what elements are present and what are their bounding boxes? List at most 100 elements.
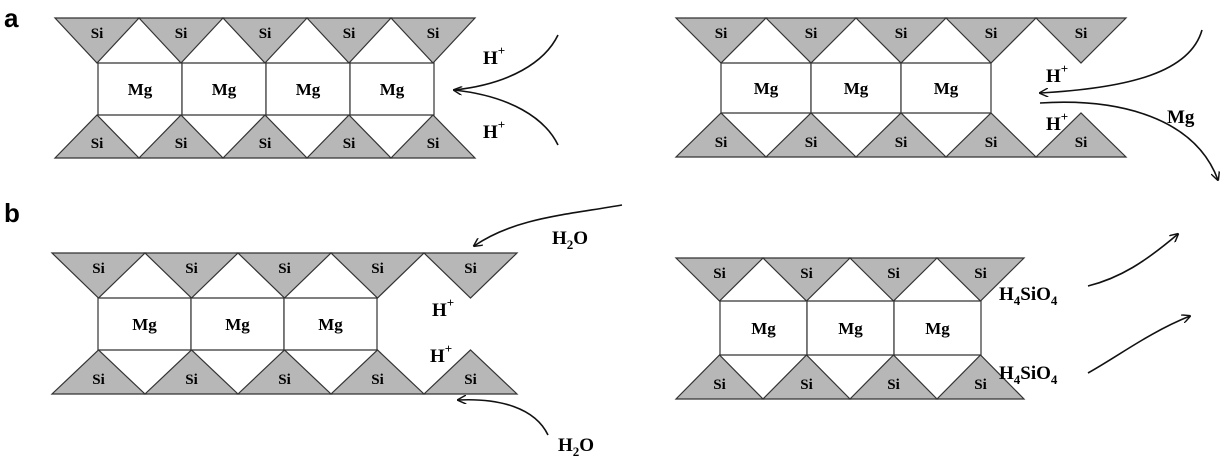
mg-label: Mg xyxy=(754,79,779,98)
mg-label: Mg xyxy=(838,319,863,338)
si-tetrahedron xyxy=(944,112,1038,158)
mg-octahedron xyxy=(349,62,435,116)
si-tetrahedron xyxy=(761,354,852,400)
si-label: Si xyxy=(91,136,104,152)
mg-octahedron xyxy=(283,297,378,351)
si-label: Si xyxy=(715,135,728,151)
si-label: Si xyxy=(343,136,356,152)
si-label: Si xyxy=(92,372,105,388)
proton-label: H+ xyxy=(432,295,454,321)
si-tetrahedron xyxy=(305,17,393,64)
si-label: Si xyxy=(259,136,272,152)
si-tetrahedron xyxy=(50,349,147,395)
mg-label: Mg xyxy=(225,315,250,334)
water-attack-arrow-lower xyxy=(458,400,549,436)
mg-label: Mg xyxy=(925,319,950,338)
mg-label: Mg xyxy=(128,80,153,99)
mg-octahedron xyxy=(893,300,982,356)
si-tetrahedron xyxy=(236,349,333,395)
si-label: Si xyxy=(185,372,198,388)
si-tetrahedron xyxy=(53,114,141,159)
si-tetrahedron xyxy=(761,257,852,302)
proton-label: H+ xyxy=(483,117,505,143)
si-label: Si xyxy=(175,136,188,152)
si-label: Si xyxy=(92,261,105,277)
si-label: Si xyxy=(371,261,384,277)
si-label: Si xyxy=(974,266,987,282)
proton-label: H+ xyxy=(430,341,452,367)
silicic-acid-release-arrow-lower xyxy=(1087,316,1190,374)
si-label: Si xyxy=(974,377,987,393)
si-tetrahedron xyxy=(848,354,939,400)
si-label: Si xyxy=(887,266,900,282)
mg-label: Mg xyxy=(934,79,959,98)
si-label: Si xyxy=(1075,135,1088,151)
mg-label: Mg xyxy=(318,315,343,334)
si-label: Si xyxy=(185,261,198,277)
si-label: Si xyxy=(278,372,291,388)
silicic-acid-label: H4SiO4 xyxy=(999,363,1058,387)
water-attack-arrow-upper xyxy=(474,204,623,246)
si-tetrahedron xyxy=(674,257,765,302)
si-label: Si xyxy=(713,377,726,393)
released-mg-label: Mg xyxy=(1167,107,1195,128)
water-label: H2O xyxy=(558,435,594,459)
proton-entry-arrow xyxy=(1040,29,1203,93)
si-label: Si xyxy=(464,372,477,388)
water-label: H2O xyxy=(552,228,588,252)
mg-label: Mg xyxy=(296,80,321,99)
si-tetrahedron xyxy=(329,349,426,395)
proton-attack-arrow-upper xyxy=(453,34,559,91)
si-tetrahedron xyxy=(236,252,333,299)
si-tetrahedron xyxy=(389,17,477,64)
si-tetrahedron xyxy=(764,112,858,158)
mg-label: Mg xyxy=(380,80,405,99)
proton-attack-arrow-lower xyxy=(454,90,559,146)
si-tetrahedron xyxy=(764,17,858,64)
mg-label: Mg xyxy=(212,80,237,99)
si-tetrahedron xyxy=(137,17,225,64)
si-tetrahedron xyxy=(221,114,309,159)
si-tetrahedron xyxy=(422,252,519,299)
si-tetrahedron xyxy=(50,252,147,299)
si-label: Si xyxy=(278,261,291,277)
si-tetrahedron xyxy=(53,17,141,64)
si-label: Si xyxy=(259,26,272,42)
si-label: Si xyxy=(985,135,998,151)
si-label: Si xyxy=(985,26,998,42)
si-tetrahedron xyxy=(143,252,240,299)
silicic-acid-label: H4SiO4 xyxy=(999,284,1058,308)
proton-label: H+ xyxy=(483,43,505,69)
panel-label-a: a xyxy=(4,3,19,33)
si-tetrahedron xyxy=(674,17,768,64)
si-tetrahedron xyxy=(1034,112,1128,158)
si-tetrahedron xyxy=(935,354,1026,400)
si-label: Si xyxy=(343,26,356,42)
proton-label: H+ xyxy=(1046,61,1068,87)
si-label: Si xyxy=(715,26,728,42)
si-label: Si xyxy=(713,266,726,282)
si-tetrahedron xyxy=(944,17,1038,64)
silicic-acid-release-arrow-upper xyxy=(1087,234,1178,287)
si-label: Si xyxy=(800,266,813,282)
si-tetrahedron xyxy=(221,17,309,64)
si-label: Si xyxy=(895,135,908,151)
si-tetrahedron xyxy=(422,349,519,395)
si-tetrahedron xyxy=(935,257,1026,302)
si-label: Si xyxy=(887,377,900,393)
si-tetrahedron xyxy=(674,354,765,400)
si-label: Si xyxy=(91,26,104,42)
mg-octahedron xyxy=(900,62,992,114)
si-tetrahedron xyxy=(854,112,948,158)
si-tetrahedron xyxy=(848,257,939,302)
si-label: Si xyxy=(427,136,440,152)
si-tetrahedron xyxy=(854,17,948,64)
si-label: Si xyxy=(805,26,818,42)
si-tetrahedron xyxy=(329,252,426,299)
mg-label: Mg xyxy=(751,319,776,338)
si-label: Si xyxy=(895,26,908,42)
si-tetrahedron xyxy=(137,114,225,159)
si-label: Si xyxy=(371,372,384,388)
si-tetrahedron xyxy=(674,112,768,158)
